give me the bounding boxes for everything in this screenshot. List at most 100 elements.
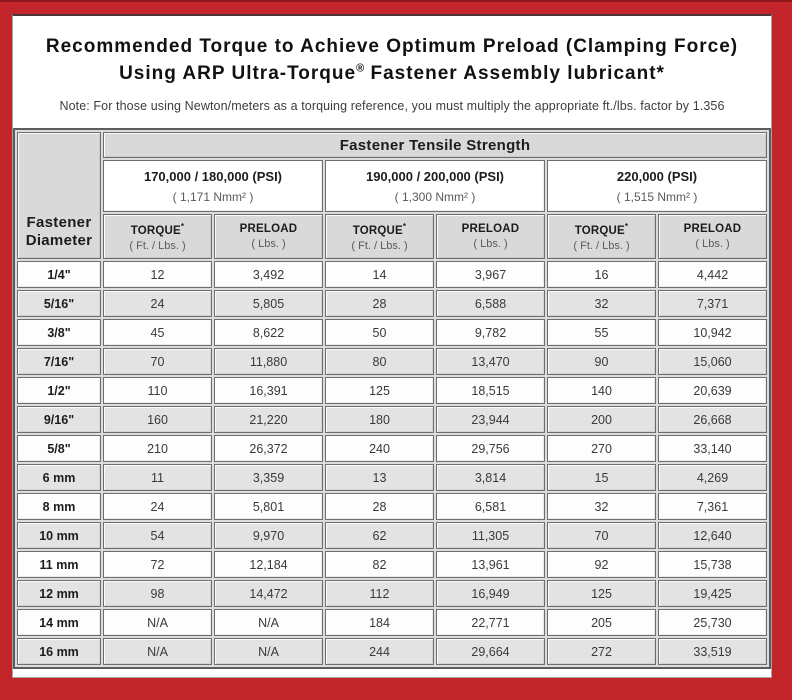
value-cell: 32 (547, 493, 656, 521)
value-cell: 125 (325, 377, 434, 405)
psi-label: 190,000 / 200,000 (PSI) (365, 168, 505, 184)
value-cell: 6,588 (436, 290, 545, 318)
value-cell: 13 (325, 464, 434, 492)
nmm-label: ( 1,171 Nmm² ) (172, 189, 254, 204)
torque-unit-label: ( Ft. / Lbs. ) (573, 239, 630, 252)
torque-footnote-mark: * (402, 221, 407, 231)
torque-column-header: TORQUE* ( Ft. / Lbs. ) (325, 214, 434, 260)
torque-spec-table: Fastener Diameter Fastener Tensile Stren… (13, 128, 771, 670)
value-cell: 13,470 (436, 348, 545, 376)
value-cell: 180 (325, 406, 434, 434)
value-cell: 92 (547, 551, 656, 579)
torque-header-label: TORQUE* (574, 221, 629, 237)
diameter-cell: 7/16" (17, 348, 101, 376)
value-cell: 22,771 (436, 609, 545, 637)
value-cell: 3,814 (436, 464, 545, 492)
value-cell: 125 (547, 580, 656, 608)
value-cell: 15 (547, 464, 656, 492)
preload-unit-label: ( Lbs. ) (473, 238, 508, 251)
value-cell: 11,880 (214, 348, 323, 376)
diameter-cell: 11 mm (17, 551, 101, 579)
value-cell: N/A (103, 609, 212, 637)
value-cell: 3,492 (214, 261, 323, 289)
page-title: Recommended Torque to Achieve Optimum Pr… (13, 16, 771, 87)
registered-trademark-symbol: ® (356, 62, 365, 75)
value-cell: 12,184 (214, 551, 323, 579)
value-cell: 12 (103, 261, 212, 289)
value-cell: 5,805 (214, 290, 323, 318)
diameter-cell: 1/4" (17, 261, 101, 289)
value-cell: 8,622 (214, 319, 323, 347)
diameter-cell: 12 mm (17, 580, 101, 608)
value-cell: 112 (325, 580, 434, 608)
value-cell: 20,639 (658, 377, 767, 405)
value-cell: 29,756 (436, 435, 545, 463)
nmm-label: ( 1,515 Nmm² ) (616, 189, 698, 204)
value-cell: 21,220 (214, 406, 323, 434)
preload-header-label: PRELOAD (683, 223, 742, 236)
value-cell: 28 (325, 290, 434, 318)
spec-sheet-panel: Recommended Torque to Achieve Optimum Pr… (12, 14, 772, 678)
value-cell: 160 (103, 406, 212, 434)
value-cell: 28 (325, 493, 434, 521)
value-cell: 23,944 (436, 406, 545, 434)
table-row: 7/16" 70 11,880 80 13,470 90 15,060 (17, 348, 767, 376)
value-cell: 72 (103, 551, 212, 579)
diameter-cell: 16 mm (17, 638, 101, 666)
table-row: 5/16" 24 5,805 28 6,588 32 7,371 (17, 290, 767, 318)
table-row: 8 mm 24 5,801 28 6,581 32 7,361 (17, 493, 767, 521)
psi-label: 220,000 (PSI) (616, 168, 698, 184)
value-cell: 45 (103, 319, 212, 347)
value-cell: 26,668 (658, 406, 767, 434)
diameter-cell: 5/16" (17, 290, 101, 318)
preload-column-header: PRELOAD ( Lbs. ) (436, 214, 545, 260)
psi-group-header-220: 220,000 (PSI) ( 1,515 Nmm² ) (547, 160, 767, 213)
value-cell: 3,359 (214, 464, 323, 492)
frame-top-edge (0, 0, 792, 2)
value-cell: 16,949 (436, 580, 545, 608)
value-cell: 205 (547, 609, 656, 637)
torque-table-body: 1/4" 12 3,492 14 3,967 16 4,442 5/16" 24… (17, 261, 767, 666)
corner-header-fastener-diameter: Fastener Diameter (17, 132, 101, 260)
torque-footnote-mark: * (624, 221, 629, 231)
value-cell: 15,738 (658, 551, 767, 579)
value-cell: 15,060 (658, 348, 767, 376)
torque-footnote-mark: * (180, 221, 185, 231)
value-cell: 270 (547, 435, 656, 463)
table-row: 14 mm N/A N/A 184 22,771 205 25,730 (17, 609, 767, 637)
value-cell: 3,967 (436, 261, 545, 289)
value-cell: 240 (325, 435, 434, 463)
preload-unit-label: ( Lbs. ) (695, 238, 730, 251)
table-row: 5/8" 210 26,372 240 29,756 270 33,140 (17, 435, 767, 463)
torque-column-header: TORQUE* ( Ft. / Lbs. ) (547, 214, 656, 260)
title-line-2-tail: Fastener Assembly lubricant* (364, 62, 665, 84)
torque-unit-label: ( Ft. / Lbs. ) (351, 239, 408, 252)
diameter-cell: 6 mm (17, 464, 101, 492)
value-cell: 24 (103, 493, 212, 521)
preload-header-label: PRELOAD (239, 223, 298, 236)
value-cell: 19,425 (658, 580, 767, 608)
value-cell: 33,140 (658, 435, 767, 463)
diameter-cell: 3/8" (17, 319, 101, 347)
table-row: 1/2" 110 16,391 125 18,515 140 20,639 (17, 377, 767, 405)
conversion-note: Note: For those using Newton/meters as a… (59, 99, 725, 114)
value-cell: 54 (103, 522, 212, 550)
value-cell: 14 (325, 261, 434, 289)
value-cell: 200 (547, 406, 656, 434)
title-line-1: Recommended Torque to Achieve Optimum Pr… (45, 36, 739, 57)
value-cell: 24 (103, 290, 212, 318)
table-row: 16 mm N/A N/A 244 29,664 272 33,519 (17, 638, 767, 666)
table-row: 10 mm 54 9,970 62 11,305 70 12,640 (17, 522, 767, 550)
value-cell: 25,730 (658, 609, 767, 637)
corner-header-line-2: Diameter (25, 232, 93, 250)
table-row: 12 mm 98 14,472 112 16,949 125 19,425 (17, 580, 767, 608)
value-cell: 50 (325, 319, 434, 347)
diameter-cell: 5/8" (17, 435, 101, 463)
torque-unit-label: ( Ft. / Lbs. ) (129, 239, 186, 252)
diameter-cell: 10 mm (17, 522, 101, 550)
value-cell: 210 (103, 435, 212, 463)
value-cell: 7,361 (658, 493, 767, 521)
column-subheader-row: TORQUE* ( Ft. / Lbs. ) PRELOAD ( Lbs. ) … (17, 214, 767, 260)
value-cell: 18,515 (436, 377, 545, 405)
value-cell: 272 (547, 638, 656, 666)
